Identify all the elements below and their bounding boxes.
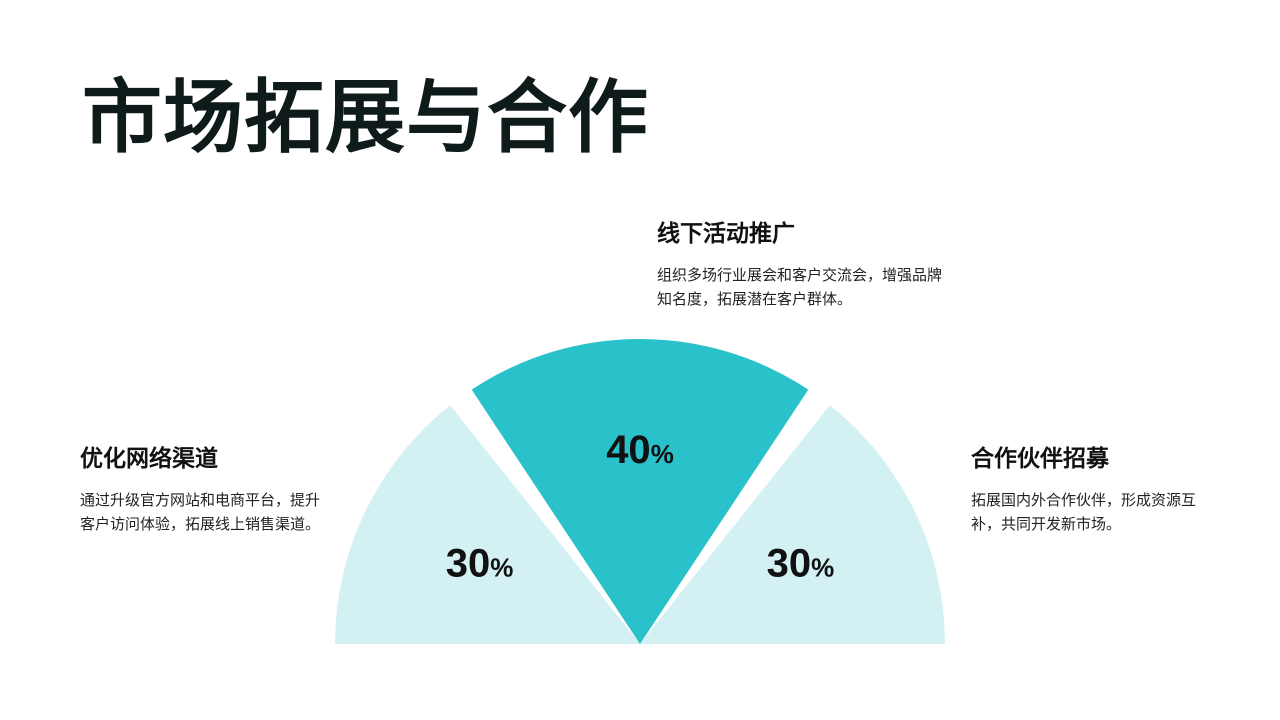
sector-offline-events [471, 338, 809, 644]
value-label-online-channels: 30% [446, 541, 514, 585]
value-label-partner-recruitment: 30% [767, 541, 835, 585]
block-title: 优化网络渠道 [80, 446, 218, 472]
block-title: 合作伙伴招募 [971, 446, 1109, 472]
block-description: 组织多场行业展会和客户交流会，增强品牌知名度，拓展潜在客户群体。 [657, 265, 943, 308]
block-description: 通过升级官方网站和电商平台，提升客户访问体验，拓展线上销售渠道。 [80, 490, 321, 533]
value-label-offline-events: 40% [606, 428, 674, 472]
info-block-online-channels: 优化网络渠道 通过升级官方网站和电商平台，提升客户访问体验，拓展线上销售渠道。 [80, 446, 320, 536]
page-title: 市场拓展与合作 [82, 71, 649, 164]
info-block-offline-events: 线下活动推广 组织多场行业展会和客户交流会，增强品牌知名度，拓展潜在客户群体。 [657, 221, 947, 311]
block-description: 拓展国内外合作伙伴，形成资源互补，共同开发新市场。 [971, 490, 1197, 533]
block-title: 线下活动推广 [657, 221, 795, 247]
sector-partner-recruitment [640, 405, 945, 644]
sector-online-channels [335, 405, 640, 644]
info-block-partner-recruitment: 合作伙伴招募 拓展国内外合作伙伴，形成资源互补，共同开发新市场。 [971, 446, 1211, 536]
